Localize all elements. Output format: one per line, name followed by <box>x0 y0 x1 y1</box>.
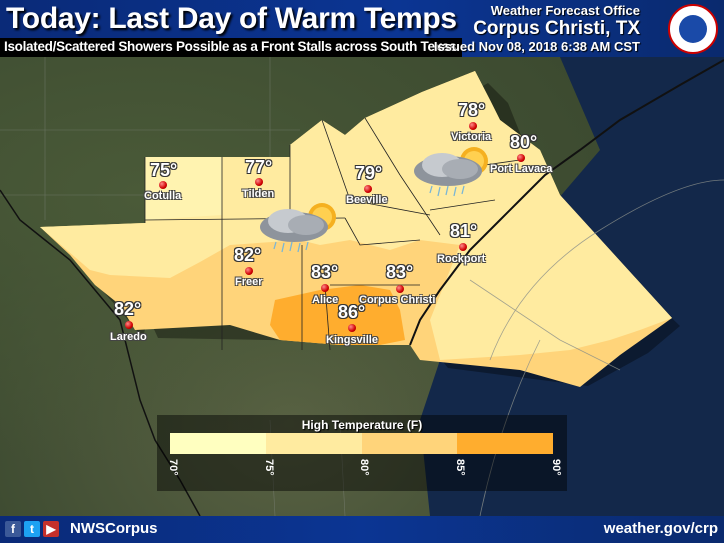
legend-tick: 75° <box>263 459 275 476</box>
legend-swatch-70-75 <box>170 433 266 454</box>
temperature-legend: High Temperature (F) 70° 75° 80° 85° 90° <box>157 415 567 491</box>
legend-tick: 80° <box>358 459 370 476</box>
page-title: Today: Last Day of Warm Temps <box>6 2 457 35</box>
office-info: Weather Forecast Office Corpus Christi, … <box>434 3 640 54</box>
legend-swatch-85-90 <box>457 433 553 454</box>
legend-tick: 70° <box>167 459 179 476</box>
legend-color-bar <box>170 433 553 454</box>
office-name: Corpus Christi, TX <box>473 18 640 39</box>
issued-timestamp: Issued Nov 08, 2018 6:38 AM CST <box>433 39 640 54</box>
legend-tick: 90° <box>550 459 562 476</box>
map-layers <box>0 57 724 516</box>
social-links: f t ▶ <box>5 521 59 537</box>
header-banner: Today: Last Day of Warm Temps Isolated/S… <box>0 0 724 57</box>
facebook-icon[interactable]: f <box>5 521 21 537</box>
legend-swatch-80-85 <box>361 433 458 454</box>
legend-tick: 85° <box>454 459 466 476</box>
subtitle-bar <box>0 38 462 57</box>
partly-cloudy-showers-icon <box>410 143 500 203</box>
nws-logo-icon <box>668 4 718 54</box>
legend-title: High Temperature (F) <box>301 418 423 432</box>
footer-banner: f t ▶ NWSCorpus weather.gov/crp <box>0 516 724 543</box>
partly-cloudy-showers-icon <box>254 197 344 257</box>
twitter-icon[interactable]: t <box>24 521 40 537</box>
social-handle[interactable]: NWSCorpus <box>70 520 158 537</box>
youtube-icon[interactable]: ▶ <box>43 521 59 537</box>
subtitle: Isolated/Scattered Showers Possible as a… <box>4 39 457 54</box>
legend-swatch-75-80 <box>265 433 362 454</box>
forecast-map: 75° Cotulla 77° Tilden 79° Beeville 78° … <box>0 57 724 516</box>
office-label: Weather Forecast Office <box>490 3 640 18</box>
website-link[interactable]: weather.gov/crp <box>603 520 718 537</box>
